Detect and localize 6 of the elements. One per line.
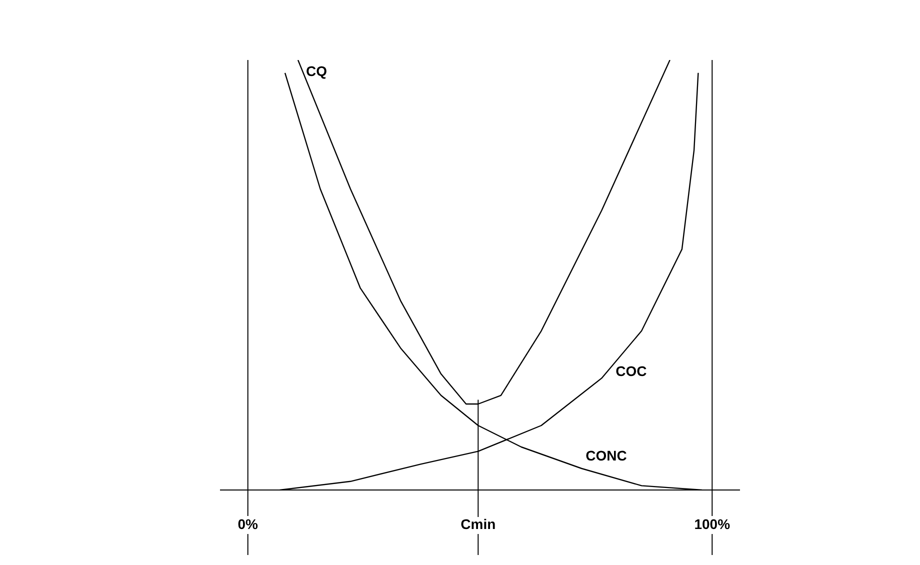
x-tick-label: 100% xyxy=(694,516,731,532)
series-label: COC xyxy=(616,363,647,380)
series-label: CONC xyxy=(586,447,627,464)
ref-line-label: Cmin xyxy=(460,516,496,532)
x-tick-label: 0% xyxy=(238,516,259,532)
series-label: CQ xyxy=(306,62,328,79)
